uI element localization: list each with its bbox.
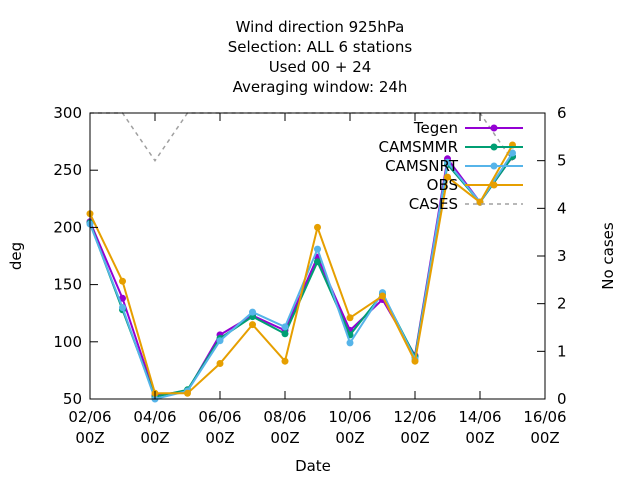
- data-point: [281, 330, 289, 338]
- legend-label: OBS: [427, 176, 458, 194]
- data-point: [346, 314, 354, 322]
- title-line: Selection: ALL 6 stations: [228, 38, 413, 56]
- y2-tick-label: 5: [557, 152, 567, 170]
- x-axis-label: Date: [295, 457, 331, 475]
- x-tick-label: 00Z: [465, 429, 494, 447]
- legend-entry: Tegen: [413, 119, 523, 137]
- data-point: [119, 294, 126, 302]
- x-tick-label: 00Z: [530, 429, 559, 447]
- y-tick-label: 200: [53, 218, 82, 236]
- legend-label: CASES: [409, 195, 458, 213]
- legend-swatch-marker: [490, 162, 498, 170]
- legend-entry: OBS: [427, 176, 523, 194]
- y-tick-label: 100: [53, 333, 82, 351]
- legend-swatch-marker: [490, 143, 498, 151]
- x-tick-label: 00Z: [140, 429, 169, 447]
- y-axis-label: deg: [7, 242, 25, 270]
- x-tick-label: 00Z: [400, 429, 429, 447]
- data-point: [216, 360, 224, 367]
- legend-label: Tegen: [413, 119, 458, 137]
- data-point: [216, 337, 224, 345]
- title-line: Used 00 + 24: [269, 58, 372, 76]
- data-point: [281, 357, 289, 365]
- y2-tick-label: 2: [557, 295, 567, 313]
- legend-swatch-marker: [490, 124, 498, 132]
- legend-entry: CASES: [409, 195, 523, 213]
- y2-tick-label: 3: [557, 247, 567, 265]
- legend-entry: CAMSNRT: [385, 157, 523, 175]
- y-tick-label: 300: [53, 104, 82, 122]
- y2-axis-label: No cases: [599, 222, 617, 290]
- x-tick-label: 04/06: [133, 408, 176, 426]
- y-tick-label: 250: [53, 161, 82, 179]
- data-point: [444, 173, 451, 181]
- legend-label: CAMSNRT: [385, 157, 459, 175]
- data-point: [444, 158, 451, 166]
- data-point: [249, 308, 256, 316]
- x-tick-label: 00Z: [270, 429, 299, 447]
- legend-entry: CAMSMMR: [378, 138, 523, 156]
- x-tick-label: 00Z: [205, 429, 234, 447]
- data-point: [314, 245, 321, 253]
- x-tick-label: 02/06: [68, 408, 111, 426]
- x-tick-label: 14/06: [458, 408, 501, 426]
- title-line: Wind direction 925hPa: [236, 18, 405, 36]
- x-tick-label: 08/06: [263, 408, 306, 426]
- axes: 50 100 150 200 250 300 0 1 2 3 4 5 6 02/06 00Z 04/06 00Z…: [53, 104, 566, 447]
- data-point: [249, 321, 256, 329]
- data-point: [184, 389, 191, 397]
- y2-tick-label: 0: [557, 390, 567, 408]
- data-point: [379, 292, 386, 300]
- data-point: [509, 149, 516, 157]
- x-tick-label: 12/06: [393, 408, 436, 426]
- data-point: [346, 339, 354, 347]
- data-point: [119, 304, 126, 311]
- legend-swatch-marker: [490, 181, 498, 189]
- series-obs: [86, 141, 516, 397]
- x-tick-label: 00Z: [75, 429, 104, 447]
- data-point: [314, 258, 321, 266]
- data-point: [411, 357, 419, 365]
- series-line: [89, 152, 514, 401]
- y2-tick-label: 4: [557, 199, 567, 217]
- series-line: [89, 144, 514, 395]
- plot-area: [86, 112, 516, 403]
- data-point: [281, 323, 289, 331]
- title-line: Averaging window: 24h: [233, 78, 408, 96]
- y2-tick-label: 6: [557, 104, 567, 122]
- x-tick-label: 16/06: [523, 408, 566, 426]
- chart-title: Wind direction 925hPa Selection: ALL 6 s…: [228, 18, 413, 96]
- x-tick-label: 10/06: [328, 408, 371, 426]
- legend-label: CAMSMMR: [378, 138, 458, 156]
- y-tick-label: 150: [53, 276, 82, 294]
- y2-tick-label: 1: [557, 342, 567, 360]
- y-tick-label: 50: [63, 390, 82, 408]
- data-point: [119, 277, 126, 285]
- x-tick-label: 06/06: [198, 408, 241, 426]
- data-point: [314, 223, 321, 231]
- x-tick-label: 00Z: [335, 429, 364, 447]
